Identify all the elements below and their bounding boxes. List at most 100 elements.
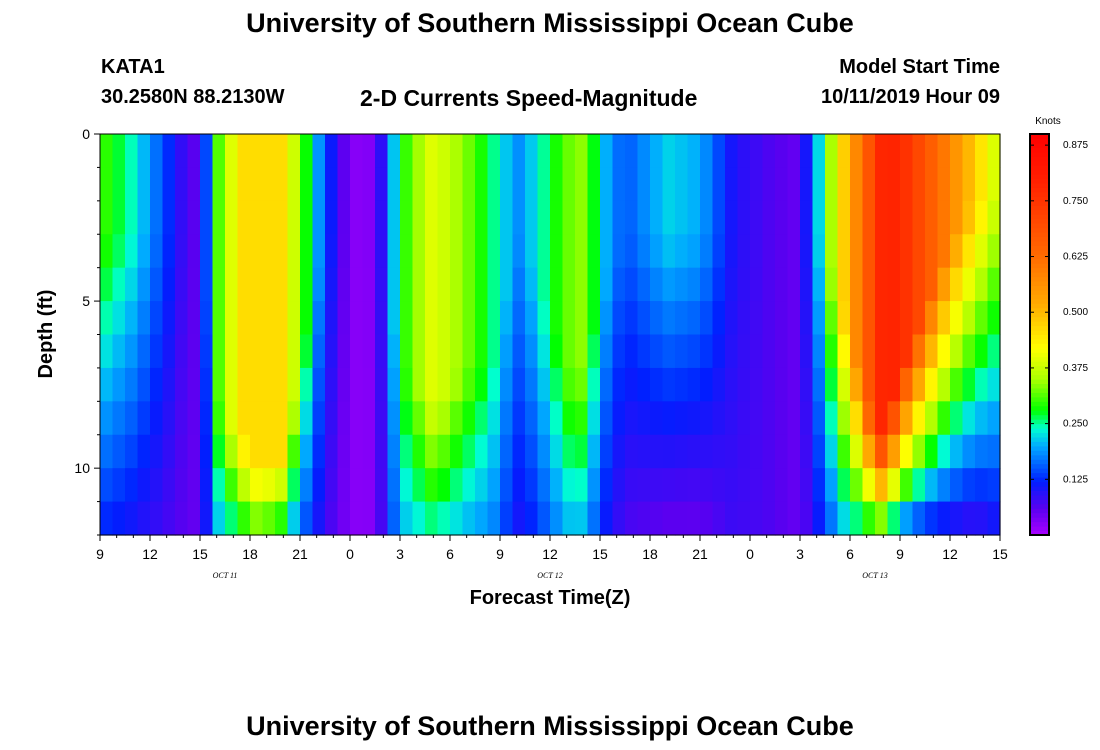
heatmap-cell: [150, 434, 164, 469]
heatmap-cell: [625, 468, 639, 503]
heatmap-cell: [300, 134, 314, 169]
heatmap-cell: [587, 267, 601, 302]
heatmap-cell: [887, 501, 901, 536]
heatmap-cell: [175, 501, 189, 536]
station-id: KATA1: [101, 56, 165, 78]
heatmap-cell: [775, 468, 789, 503]
heatmap-cell: [762, 234, 776, 269]
heatmap-cell: [762, 301, 776, 336]
heatmap-cell: [400, 134, 414, 169]
heatmap-cell: [775, 267, 789, 302]
heatmap-cell: [562, 334, 576, 369]
heatmap-cell: [212, 367, 226, 402]
heatmap-cell: [612, 468, 626, 503]
heatmap-cell: [162, 200, 176, 235]
heatmap-cell: [687, 134, 701, 169]
heatmap-cell: [950, 267, 964, 302]
heatmap-cell: [375, 234, 389, 269]
heatmap-cell: [512, 267, 526, 302]
heatmap-cell: [737, 167, 751, 202]
heatmap-cell: [512, 468, 526, 503]
heatmap-cell: [262, 501, 276, 536]
heatmap-cell: [312, 434, 326, 469]
colorbar-segment: [1030, 521, 1049, 527]
heatmap-cell: [787, 367, 801, 402]
heatmap-cell: [137, 301, 151, 336]
heatmap-cell: [312, 234, 326, 269]
heatmap-cell: [450, 234, 464, 269]
heatmap-cell: [737, 234, 751, 269]
colorbar-segment: [1030, 200, 1049, 206]
heatmap-cell: [225, 468, 239, 503]
heatmap-cell: [587, 301, 601, 336]
heatmap-cell: [612, 200, 626, 235]
heatmap-cell: [312, 200, 326, 235]
heatmap-cell: [475, 468, 489, 503]
heatmap-cell: [300, 167, 314, 202]
heatmap-cell: [725, 301, 739, 336]
heatmap-cell: [125, 434, 139, 469]
heatmap-cell: [425, 401, 439, 436]
heatmap-cell: [112, 267, 126, 302]
heatmap-cell: [362, 334, 376, 369]
heatmap-cell: [150, 468, 164, 503]
heatmap-cell: [812, 501, 826, 536]
heatmap-cell: [812, 301, 826, 336]
heatmap-cell: [887, 234, 901, 269]
heatmap-cell: [512, 434, 526, 469]
heatmap-cell: [925, 301, 939, 336]
heatmap-cell: [150, 134, 164, 169]
heatmap-cell: [675, 167, 689, 202]
heatmap-cell: [637, 367, 651, 402]
heatmap-cell: [637, 434, 651, 469]
heatmap-cell: [712, 334, 726, 369]
heatmap-cell: [575, 501, 589, 536]
heatmap-cell: [562, 468, 576, 503]
heatmap-cell: [762, 434, 776, 469]
heatmap-cell: [675, 234, 689, 269]
heatmap-cell: [637, 401, 651, 436]
heatmap-cell: [675, 367, 689, 402]
heatmap-cell: [637, 301, 651, 336]
heatmap-cell: [187, 501, 201, 536]
heatmap-cell: [787, 501, 801, 536]
heatmap-cell: [925, 200, 939, 235]
heatmap-cell: [800, 200, 814, 235]
heatmap-cell: [487, 401, 501, 436]
heatmap-cell: [212, 301, 226, 336]
heatmap-cell: [412, 234, 426, 269]
heatmap-cell: [337, 434, 351, 469]
heatmap-cell: [112, 334, 126, 369]
heatmap-cell: [900, 334, 914, 369]
heatmap-cell: [137, 234, 151, 269]
heatmap-cell: [825, 501, 839, 536]
heatmap-cell: [162, 301, 176, 336]
colorbar-segment: [1030, 472, 1049, 478]
heatmap-cell: [925, 267, 939, 302]
heatmap-cell: [275, 401, 289, 436]
heatmap-cell: [912, 301, 926, 336]
heatmap-cell: [962, 134, 976, 169]
heatmap-cell: [137, 434, 151, 469]
heatmap-cell: [537, 301, 551, 336]
heatmap-cell: [725, 167, 739, 202]
heatmap-cell: [825, 134, 839, 169]
heatmap-cell: [975, 200, 989, 235]
x-tick-label: 12: [142, 546, 158, 562]
colorbar-segment: [1030, 410, 1049, 416]
heatmap-cell: [462, 167, 476, 202]
heatmap-cell: [612, 501, 626, 536]
heatmap-cell: [325, 134, 339, 169]
heatmap-cell: [687, 434, 701, 469]
heatmap-cell: [137, 401, 151, 436]
colorbar-segment: [1030, 151, 1049, 157]
heatmap-cell: [187, 301, 201, 336]
heatmap-cell: [987, 401, 1001, 436]
heatmap-cell: [562, 434, 576, 469]
heatmap-cell: [475, 501, 489, 536]
colorbar-segment: [1030, 508, 1049, 514]
heatmap-cell: [600, 200, 614, 235]
heatmap-cell: [887, 401, 901, 436]
heatmap-cell: [450, 367, 464, 402]
heatmap-cell: [537, 167, 551, 202]
